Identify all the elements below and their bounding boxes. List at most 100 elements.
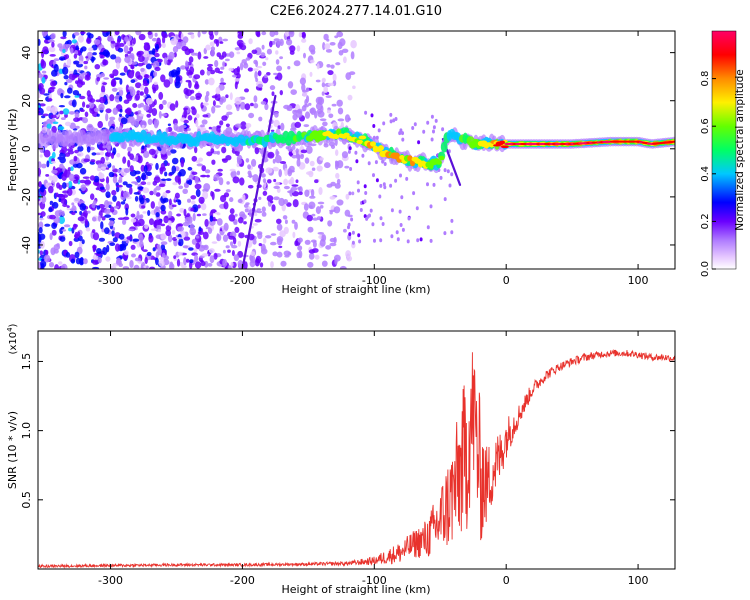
spectrogram-speckle (252, 68, 259, 71)
spectrogram-speckle (143, 265, 147, 269)
spectrogram-speckle (205, 91, 210, 97)
spectrogram-speckle (244, 88, 249, 93)
spectrogram-speckle (74, 149, 80, 154)
spectrogram-speckle (228, 214, 236, 222)
spectrogram-speckle (38, 38, 41, 46)
spectrogram-speckle (147, 50, 155, 55)
spectrogram-speckle (279, 161, 287, 164)
spectrogram-speckle (41, 163, 47, 169)
spectrogram-speckle (315, 79, 321, 83)
spectrogram-speckle (116, 38, 121, 45)
spectrogram-speckle (279, 38, 284, 47)
spectrogram-speckle (56, 182, 61, 189)
spectrogram-speckle (304, 239, 311, 245)
spectrogram-streak (241, 94, 277, 269)
spectrogram-speckle (148, 234, 154, 243)
spectrogram-speckle (39, 250, 44, 256)
spectrogram-speckle (336, 99, 343, 107)
spectrogram-speckle (261, 211, 267, 217)
spectrogram-speckle (83, 210, 88, 217)
spectrogram-speckle (60, 92, 64, 99)
spectrogram-speckle (270, 241, 277, 246)
spectrogram-speckle (68, 227, 72, 232)
spectrogram-speckle (71, 211, 76, 216)
spectrogram-frame (37, 30, 676, 270)
spectrogram-speckle (116, 152, 121, 158)
spectrogram-speckle (119, 108, 123, 113)
spectrogram-speckle (191, 238, 197, 245)
spectrogram-speckle (195, 242, 201, 250)
spectrogram-speckle (328, 141, 336, 147)
spectrogram-speckle (194, 183, 202, 190)
spectrogram-speckle (72, 223, 77, 230)
spectrogram-speckle (200, 260, 206, 267)
spectrogram-speckle (134, 118, 140, 128)
spectrogram-speckle (47, 98, 53, 102)
spectrogram-speckle (430, 137, 434, 142)
spectrogram-speckle (183, 236, 191, 241)
spectrogram-speckle (90, 159, 96, 163)
spectrogram-image (38, 31, 675, 269)
spectrogram-speckle (145, 171, 152, 176)
spectrogram-speckle (450, 230, 454, 235)
spectrogram-speckle (329, 42, 336, 46)
spectrogram-speckle (93, 107, 99, 113)
spectrogram-speckle (377, 128, 381, 133)
spectrogram-speckle (142, 249, 148, 253)
spectrogram-speckle (179, 262, 184, 267)
spectrogram-speckle (106, 201, 113, 205)
spectrogram-speckle (162, 100, 167, 105)
spectrogram-speckle (283, 199, 289, 205)
spectrogram-speckle (73, 155, 78, 162)
snr-multiplier-exponent: 4 (6, 327, 14, 332)
spectrogram-speckle (191, 200, 196, 205)
colorbar-label: Normalized spectral amplitude (734, 69, 746, 230)
spectrogram-speckle (38, 167, 42, 176)
spectrogram-speckle (195, 188, 201, 198)
spectrogram-speckle (374, 160, 378, 165)
spectrogram-speckle (54, 210, 62, 217)
spectrogram-speckle (291, 184, 299, 187)
spectrogram-speckle (319, 157, 324, 161)
spectrogram-speckle (126, 40, 131, 46)
spectrogram-speckle (253, 95, 258, 103)
spectrogram-speckle (57, 43, 63, 48)
spectrogram-speckle (129, 165, 134, 172)
spectrogram-speckle (66, 148, 74, 152)
spectrogram-speckle (135, 82, 142, 89)
spectrogram-speckle (294, 221, 298, 230)
spectrogram-speckle (129, 260, 134, 268)
colorbar-gradient (711, 30, 737, 270)
spectrogram-speckle (196, 163, 203, 167)
spectrogram-speckle (197, 204, 201, 209)
spectrogram-speckle (309, 195, 316, 199)
spectrogram-speckle (344, 209, 351, 217)
spectrogram-speckle (350, 51, 355, 60)
spectrogram-speckle (443, 197, 447, 202)
spectrogram-speckle (124, 36, 129, 42)
spectrogram-speckle (38, 227, 43, 234)
spectrogram-speckle (345, 193, 350, 200)
spectrogram-speckle (139, 91, 144, 96)
spectrogram-speckle (170, 38, 178, 46)
spectrogram-speckle (122, 219, 127, 225)
spectrogram-speckle (284, 31, 290, 37)
spectrogram-speckle (173, 255, 177, 259)
spectrogram-speckle (120, 117, 128, 125)
spectrogram-ylabel: Frequency (Hz) (6, 109, 19, 192)
spectrogram-speckle (123, 45, 129, 54)
spectrogram-speckle (248, 38, 253, 45)
spectrogram-speckle (161, 113, 168, 117)
spectrogram-speckle (275, 50, 279, 55)
spectrogram-speckle (266, 195, 274, 202)
spectrogram-speckle (200, 203, 207, 211)
spectrogram-speckle (75, 45, 79, 52)
spectrogram-speckle (251, 49, 258, 55)
spectrogram-speckle (97, 256, 102, 264)
spectrogram-speckle (82, 72, 88, 76)
spectrogram-speckle (152, 247, 156, 252)
spectrogram-speckle (248, 172, 253, 179)
spectrogram-speckle (273, 196, 280, 201)
spectrogram-speckle (307, 226, 314, 233)
spectrogram-speckle (177, 226, 185, 232)
